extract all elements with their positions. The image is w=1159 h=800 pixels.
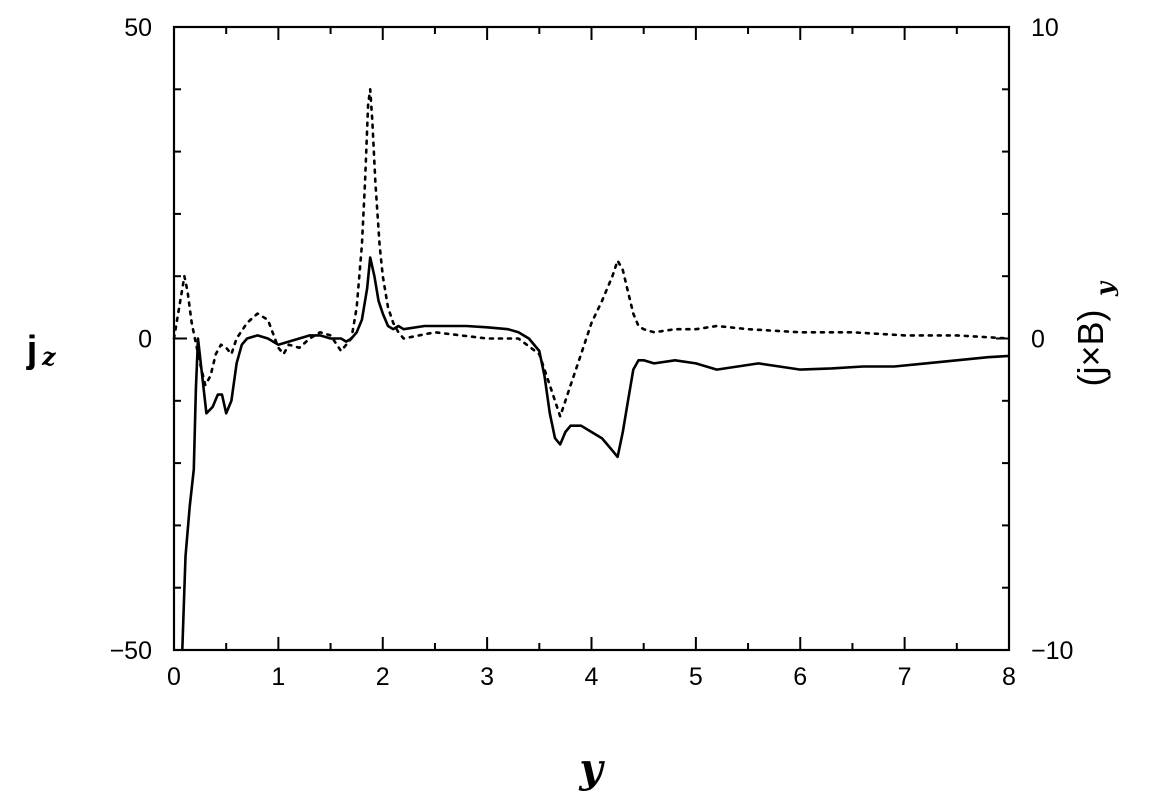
y-right-tick-label: 0 bbox=[1031, 326, 1045, 354]
x-tick-label: 8 bbox=[1002, 663, 1016, 691]
x-tick-label: 5 bbox=[689, 663, 703, 691]
y-right-tick-label: −10 bbox=[1031, 637, 1073, 665]
y-left-tick-label: −50 bbox=[110, 637, 152, 665]
x-tick-label: 3 bbox=[480, 663, 494, 691]
x-tick-label: 4 bbox=[585, 663, 599, 691]
left-axis-title-base: j bbox=[26, 329, 38, 371]
left-axis-title-subscript: z bbox=[41, 342, 57, 371]
right-axis-title-base: (j×B) bbox=[1070, 309, 1111, 386]
tick-marks bbox=[173, 26, 1010, 651]
series-solid-line bbox=[181, 256, 1010, 651]
right-axis-title: (j×B) y bbox=[1070, 280, 1119, 387]
right-axis-title-subscript: y bbox=[1090, 280, 1119, 297]
series-dotted-line bbox=[172, 88, 1011, 418]
x-axis-title: y bbox=[578, 745, 605, 792]
y-left-tick-label: 0 bbox=[138, 326, 152, 354]
x-tick-label: 7 bbox=[898, 663, 912, 691]
x-tick-label: 1 bbox=[271, 663, 285, 691]
y-left-tick-label: 50 bbox=[124, 14, 152, 42]
x-tick-label: 2 bbox=[376, 663, 390, 691]
left-axis-title: j z bbox=[26, 329, 57, 371]
x-tick-label: 0 bbox=[167, 663, 181, 691]
series-layer bbox=[172, 88, 1011, 651]
tick-labels: 0 1 2 3 4 5 6 7 8 50 0 −50 10 0 −10 bbox=[110, 14, 1074, 691]
x-tick-label: 6 bbox=[793, 663, 807, 691]
y-right-tick-label: 10 bbox=[1031, 14, 1059, 42]
